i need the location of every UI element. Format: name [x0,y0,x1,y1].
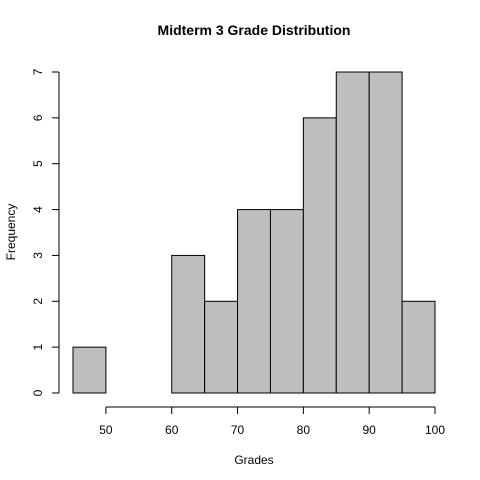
y-axis-label: Frequency [4,204,18,261]
x-tick-label-70: 70 [231,423,245,437]
x-axis-label: Grades [234,453,273,467]
y-tick-label-1: 1 [31,343,45,350]
x-tick-label-80: 80 [297,423,311,437]
x-tick-label-50: 50 [99,423,113,437]
histogram-bar-95-100 [401,300,436,394]
x-tick-label-90: 90 [363,423,377,437]
y-tick-label-3: 3 [31,252,45,259]
y-tick-label-4: 4 [31,206,45,213]
histogram-bar-70-75 [237,209,271,394]
y-tick-label-2: 2 [31,298,45,305]
y-tick-label-7: 7 [31,68,45,75]
histogram-bar-85-90 [335,71,370,394]
y-axis: 0 1 2 3 4 5 6 7 [31,68,60,396]
histogram-bar-75-80 [269,209,304,394]
x-tick-label-60: 60 [165,423,179,437]
x-axis: 50 60 70 80 90 100 [99,406,445,437]
y-tick-label-6: 6 [31,114,45,121]
histogram-bar-45-50 [72,346,107,394]
y-tick-label-5: 5 [31,160,45,167]
histogram-bar-90-95 [368,71,403,394]
y-tick-label-0: 0 [31,389,45,396]
histogram-bar-65-70 [204,300,239,394]
histogram-bar-80-85 [302,117,337,394]
x-tick-label-100: 100 [425,423,445,437]
bars-group [72,71,436,394]
histogram-bar-60-65 [171,254,206,394]
chart-title: Midterm 3 Grade Distribution [158,22,351,38]
